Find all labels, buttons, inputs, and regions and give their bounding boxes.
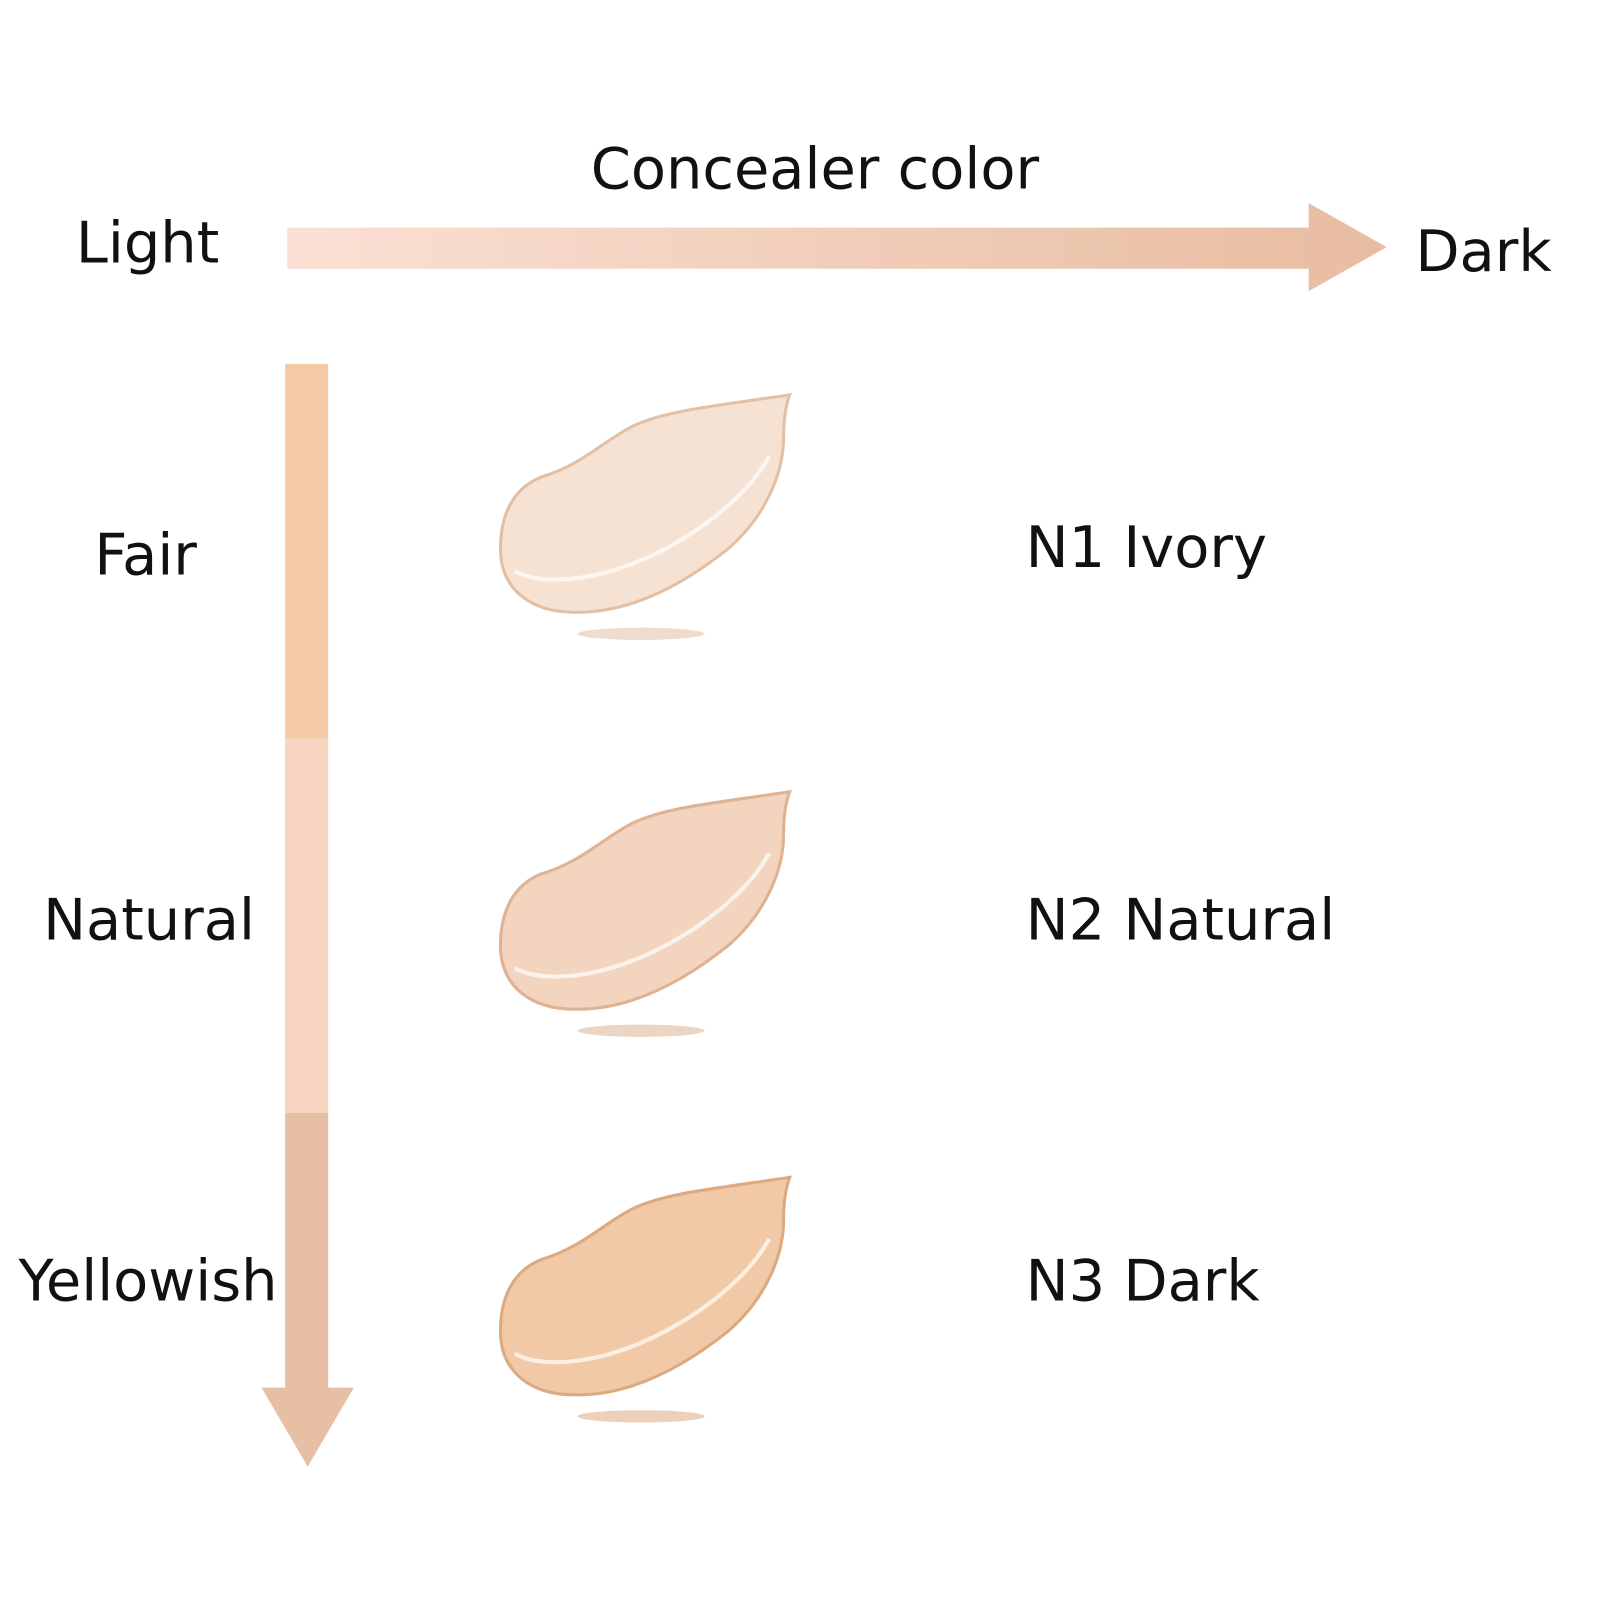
swatch-highlight xyxy=(513,852,771,979)
swatch-smear xyxy=(498,789,793,1011)
swatch-highlight xyxy=(513,1237,771,1365)
shade-name-n3: N3 Dark xyxy=(1025,1248,1260,1315)
swatch-shadow xyxy=(577,1024,705,1037)
vertical-bar-yellowish xyxy=(285,1112,329,1390)
row-label-yellowish: Yellowish xyxy=(18,1248,278,1315)
swatch-shadow xyxy=(577,1410,705,1423)
shade-name-n2: N2 Natural xyxy=(1025,887,1336,954)
vertical-bar-natural xyxy=(285,738,329,1113)
swatch-2 xyxy=(498,789,793,1037)
swatch-3 xyxy=(498,1175,793,1423)
swatch-1 xyxy=(498,392,793,640)
row-label-natural: Natural xyxy=(43,887,255,954)
title: Concealer color xyxy=(590,136,1040,204)
shade-name-n1: N1 Ivory xyxy=(1025,514,1268,582)
swatch-shadow xyxy=(577,627,705,640)
light-label: Light xyxy=(75,210,220,277)
swatch-highlight xyxy=(513,455,771,582)
light-to-dark-arrow xyxy=(287,203,1387,292)
swatch-smear xyxy=(498,392,793,614)
swatch-smear xyxy=(498,1175,793,1397)
row-label-fair: Fair xyxy=(94,522,197,589)
vertical-bar-fair xyxy=(285,364,329,739)
dark-label: Dark xyxy=(1415,218,1552,286)
down-arrow-head-icon xyxy=(261,1387,354,1467)
